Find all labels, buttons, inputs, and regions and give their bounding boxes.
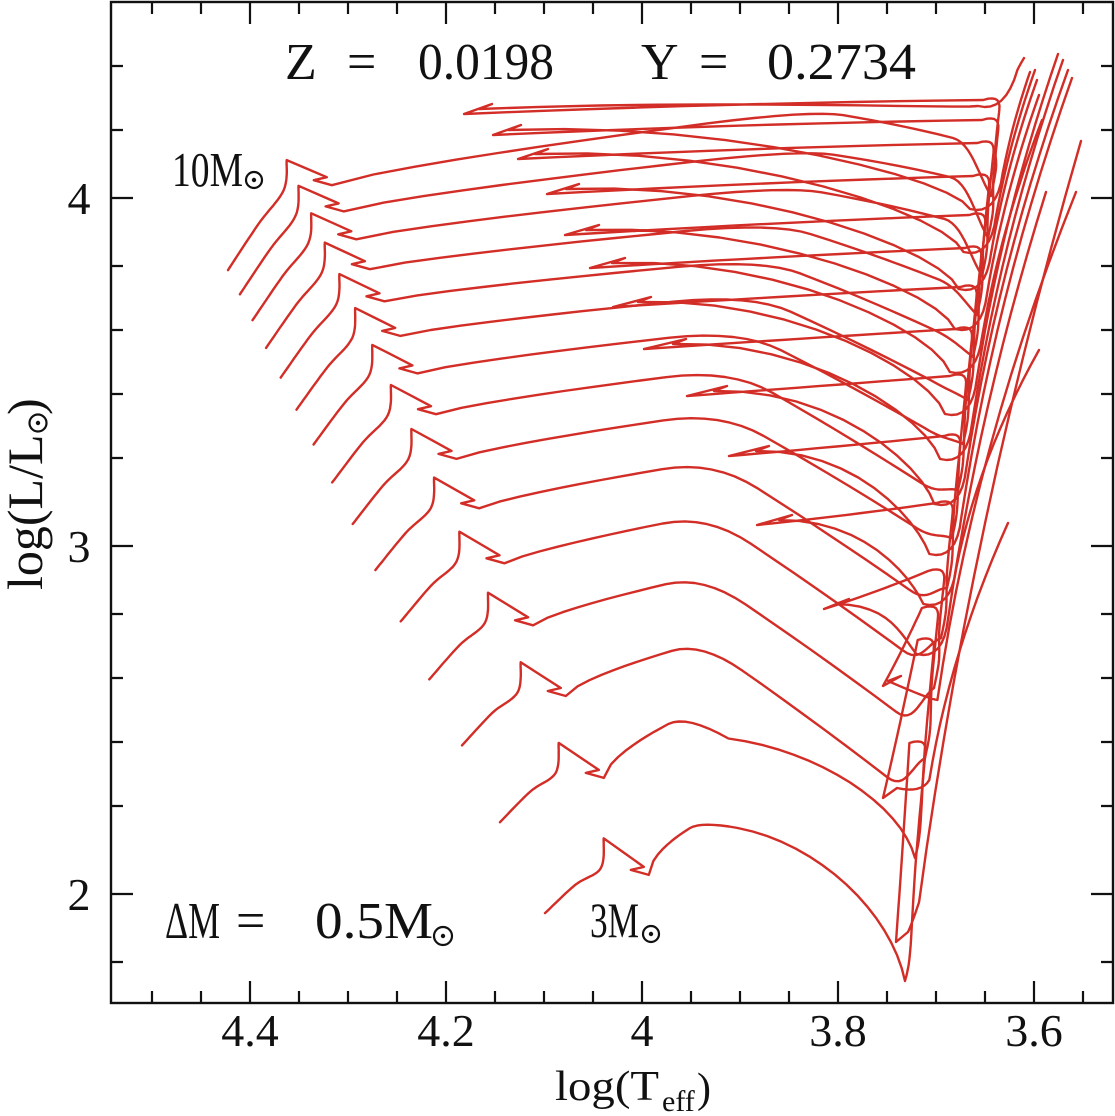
svg-text:3.8: 3.8 xyxy=(809,1005,867,1056)
svg-text:3.6: 3.6 xyxy=(1005,1005,1063,1056)
svg-text:0.2734: 0.2734 xyxy=(767,34,916,91)
svg-text:3M: 3M xyxy=(590,892,639,948)
svg-text:log(L/L: log(L/L xyxy=(0,434,53,590)
svg-text:4: 4 xyxy=(631,1005,654,1056)
svg-text:): ) xyxy=(697,1066,711,1112)
svg-text:2: 2 xyxy=(68,869,91,920)
svg-text:Z: Z xyxy=(285,34,317,91)
svg-text:): ) xyxy=(0,398,53,415)
svg-text:eff: eff xyxy=(662,1085,695,1116)
svg-text:Y: Y xyxy=(641,34,679,91)
svg-text:ΔM: ΔM xyxy=(165,893,220,950)
svg-text:3: 3 xyxy=(68,521,91,572)
svg-text:0.0198: 0.0198 xyxy=(418,34,554,91)
svg-text:4.2: 4.2 xyxy=(417,1005,475,1056)
svg-text:4: 4 xyxy=(68,173,91,224)
svg-text:4.4: 4.4 xyxy=(221,1005,279,1056)
svg-text:log(T: log(T xyxy=(555,1064,659,1110)
svg-text:10M: 10M xyxy=(172,142,243,197)
svg-text:=: = xyxy=(347,34,376,91)
svg-text:=: = xyxy=(236,893,265,950)
svg-text:=: = xyxy=(699,34,728,91)
svg-text:0.5M: 0.5M xyxy=(315,893,433,950)
